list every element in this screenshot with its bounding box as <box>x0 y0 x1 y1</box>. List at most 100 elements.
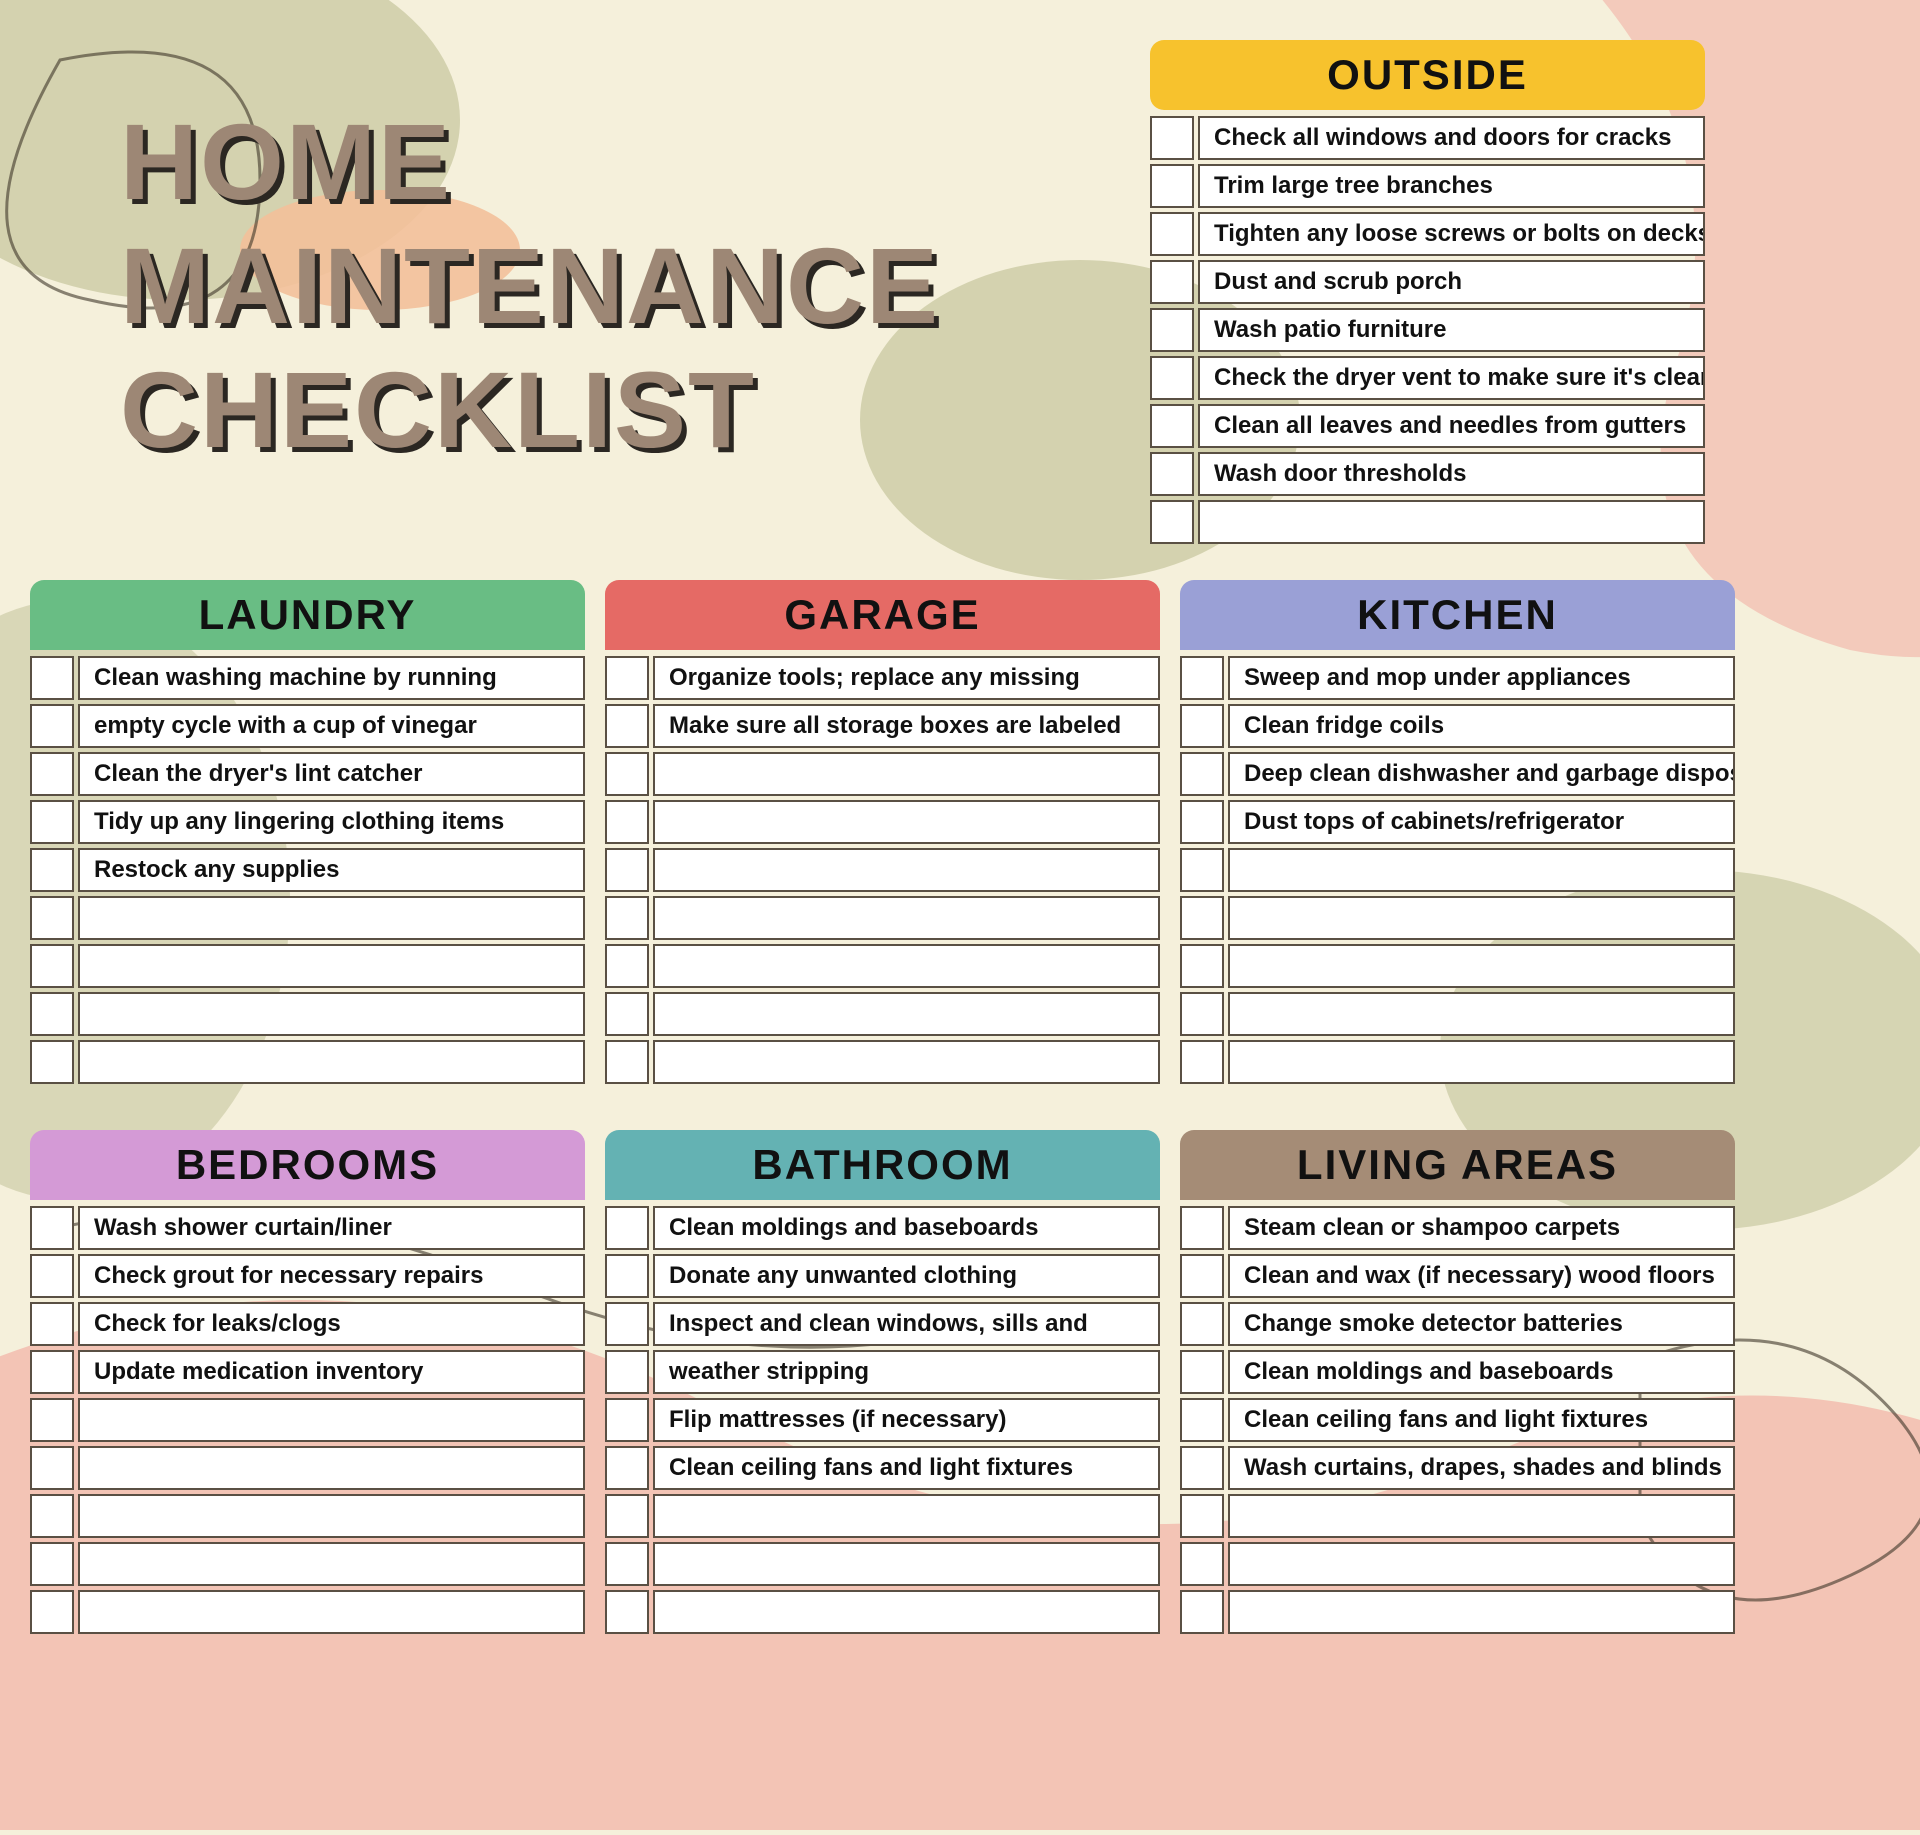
checklist-row <box>1180 896 1735 940</box>
checkbox[interactable] <box>1180 1302 1224 1346</box>
checkbox[interactable] <box>30 800 74 844</box>
checkbox[interactable] <box>605 1040 649 1084</box>
checkbox[interactable] <box>1150 452 1194 496</box>
section-header-garage: GARAGE <box>605 580 1160 650</box>
page-title: HOME MAINTENANCE CHECKLIST <box>120 100 1080 473</box>
checkbox[interactable] <box>30 1350 74 1394</box>
checkbox[interactable] <box>30 1494 74 1538</box>
checkbox[interactable] <box>1180 1446 1224 1490</box>
checklist-item-label <box>78 1398 585 1442</box>
checkbox[interactable] <box>30 1302 74 1346</box>
checkbox[interactable] <box>605 800 649 844</box>
checkbox[interactable] <box>605 704 649 748</box>
checkbox[interactable] <box>1150 308 1194 352</box>
checkbox[interactable] <box>605 656 649 700</box>
checkbox[interactable] <box>605 1206 649 1250</box>
checkbox[interactable] <box>605 1302 649 1346</box>
checklist-item-label <box>1228 1494 1735 1538</box>
checkbox[interactable] <box>30 1446 74 1490</box>
checkbox[interactable] <box>605 992 649 1036</box>
checkbox[interactable] <box>1180 1254 1224 1298</box>
checkbox[interactable] <box>30 1254 74 1298</box>
checkbox[interactable] <box>1180 848 1224 892</box>
checklist-item-label <box>1228 1590 1735 1634</box>
checklist-item-label <box>1228 848 1735 892</box>
checkbox[interactable] <box>605 1590 649 1634</box>
checklist-item-label <box>1228 992 1735 1036</box>
checklist-row <box>605 992 1160 1036</box>
checkbox[interactable] <box>30 1398 74 1442</box>
checkbox[interactable] <box>605 752 649 796</box>
checklist-item-label: Wash shower curtain/liner <box>78 1206 585 1250</box>
checkbox[interactable] <box>30 1040 74 1084</box>
checkbox[interactable] <box>605 1254 649 1298</box>
checkbox[interactable] <box>605 1446 649 1490</box>
checkbox[interactable] <box>1150 500 1194 544</box>
checklist-row <box>30 992 585 1036</box>
checkbox[interactable] <box>30 944 74 988</box>
checklist-item-label: Clean washing machine by running <box>78 656 585 700</box>
checklist-row: Clean ceiling fans and light fixtures <box>605 1446 1160 1490</box>
checkbox[interactable] <box>30 848 74 892</box>
checkbox[interactable] <box>1180 1590 1224 1634</box>
checkbox[interactable] <box>1180 1494 1224 1538</box>
checklist-item-label: Clean the dryer's lint catcher <box>78 752 585 796</box>
checkbox[interactable] <box>1180 704 1224 748</box>
checkbox[interactable] <box>30 704 74 748</box>
checklist-item-label: Deep clean dishwasher and garbage dispos… <box>1228 752 1735 796</box>
checklist-item-label: Dust and scrub porch <box>1198 260 1705 304</box>
checkbox[interactable] <box>1180 800 1224 844</box>
checklist-row <box>605 896 1160 940</box>
checkbox[interactable] <box>1180 1040 1224 1084</box>
checklist-row: Organize tools; replace any missing <box>605 656 1160 700</box>
checkbox[interactable] <box>605 848 649 892</box>
checklist-row <box>605 1590 1160 1634</box>
checkbox[interactable] <box>30 1590 74 1634</box>
checklist-row <box>30 1494 585 1538</box>
checklist-item-label: Inspect and clean windows, sills and <box>653 1302 1160 1346</box>
checklist-item-label: Clean and wax (if necessary) wood floors <box>1228 1254 1735 1298</box>
checkbox[interactable] <box>1150 164 1194 208</box>
checkbox[interactable] <box>1150 404 1194 448</box>
checklist-row: Update medication inventory <box>30 1350 585 1394</box>
checklist-row: Clean and wax (if necessary) wood floors <box>1180 1254 1735 1298</box>
checkbox[interactable] <box>605 896 649 940</box>
section-header-living-areas: LIVING AREAS <box>1180 1130 1735 1200</box>
checkbox[interactable] <box>1180 1398 1224 1442</box>
checkbox[interactable] <box>30 896 74 940</box>
checkbox[interactable] <box>30 1206 74 1250</box>
checkbox[interactable] <box>1180 944 1224 988</box>
checkbox[interactable] <box>1180 1206 1224 1250</box>
checklist-item-label <box>78 1590 585 1634</box>
checklist-item-label <box>1228 896 1735 940</box>
checklist-row: Check grout for necessary repairs <box>30 1254 585 1298</box>
checkbox[interactable] <box>30 1542 74 1586</box>
checkbox[interactable] <box>30 992 74 1036</box>
checkbox[interactable] <box>605 1350 649 1394</box>
checklist-item-label: Check the dryer vent to make sure it's c… <box>1198 356 1705 400</box>
checkbox[interactable] <box>605 1398 649 1442</box>
checkbox[interactable] <box>1150 356 1194 400</box>
section-rows-bathroom: Clean moldings and baseboardsDonate any … <box>605 1206 1160 1634</box>
checkbox[interactable] <box>605 1542 649 1586</box>
checklist-item-label <box>78 1446 585 1490</box>
checkbox[interactable] <box>1150 212 1194 256</box>
checkbox[interactable] <box>1150 116 1194 160</box>
checklist-item-label: Wash door thresholds <box>1198 452 1705 496</box>
checkbox[interactable] <box>1180 896 1224 940</box>
checkbox[interactable] <box>30 752 74 796</box>
checkbox[interactable] <box>1180 752 1224 796</box>
checkbox[interactable] <box>605 1494 649 1538</box>
checkbox[interactable] <box>30 656 74 700</box>
checklist-row <box>30 1398 585 1442</box>
checklist-item-label: weather stripping <box>653 1350 1160 1394</box>
checklist-item-label: Clean moldings and baseboards <box>1228 1350 1735 1394</box>
checkbox[interactable] <box>1180 656 1224 700</box>
checklist-row: Clean moldings and baseboards <box>605 1206 1160 1250</box>
checkbox[interactable] <box>1150 260 1194 304</box>
checkbox[interactable] <box>1180 1350 1224 1394</box>
checkbox[interactable] <box>1180 992 1224 1036</box>
checkbox[interactable] <box>1180 1542 1224 1586</box>
checkbox[interactable] <box>605 944 649 988</box>
section-rows-bedrooms: Wash shower curtain/linerCheck grout for… <box>30 1206 585 1634</box>
